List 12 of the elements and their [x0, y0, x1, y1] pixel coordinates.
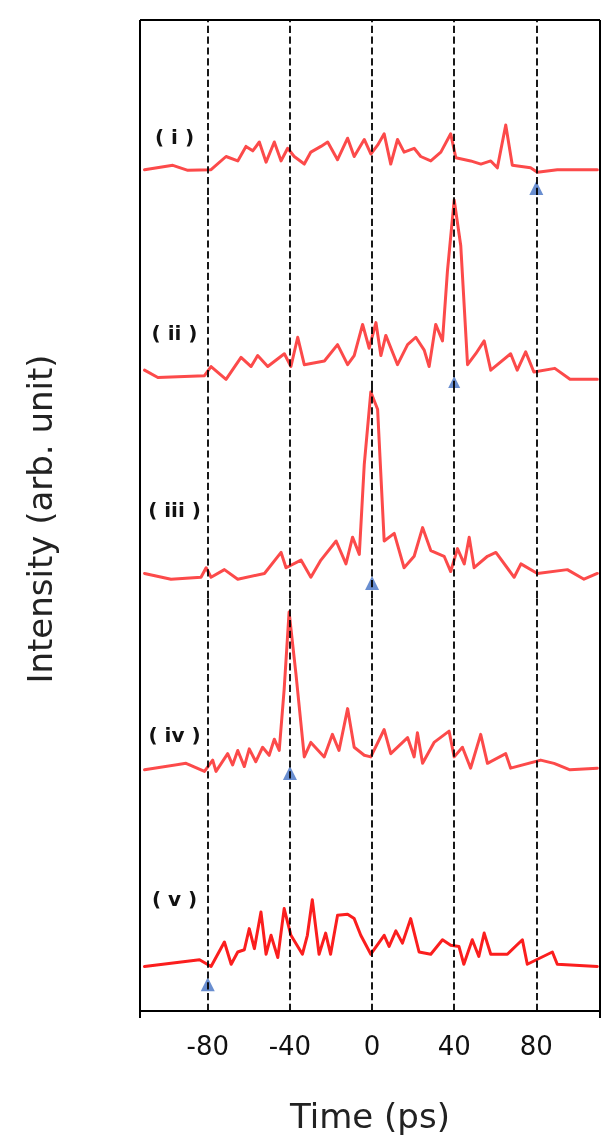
y-axis-title: Intensity (arb. unit): [20, 354, 60, 684]
series-label: ( i ): [154, 124, 195, 149]
text: ( iii ): [148, 498, 201, 523]
x-tick-label: 40: [437, 1031, 471, 1061]
series-label: ( iv ): [148, 722, 201, 747]
series-label: ( ii ): [151, 321, 198, 346]
x-tick-label: 80: [519, 1031, 553, 1061]
text: ( v ): [151, 887, 198, 912]
x-axis-title: Time (ps): [289, 1096, 450, 1136]
x-tick-label: -80: [186, 1031, 229, 1061]
x-tick-label: 0: [363, 1031, 381, 1061]
x-tick-label: -40: [268, 1031, 312, 1061]
